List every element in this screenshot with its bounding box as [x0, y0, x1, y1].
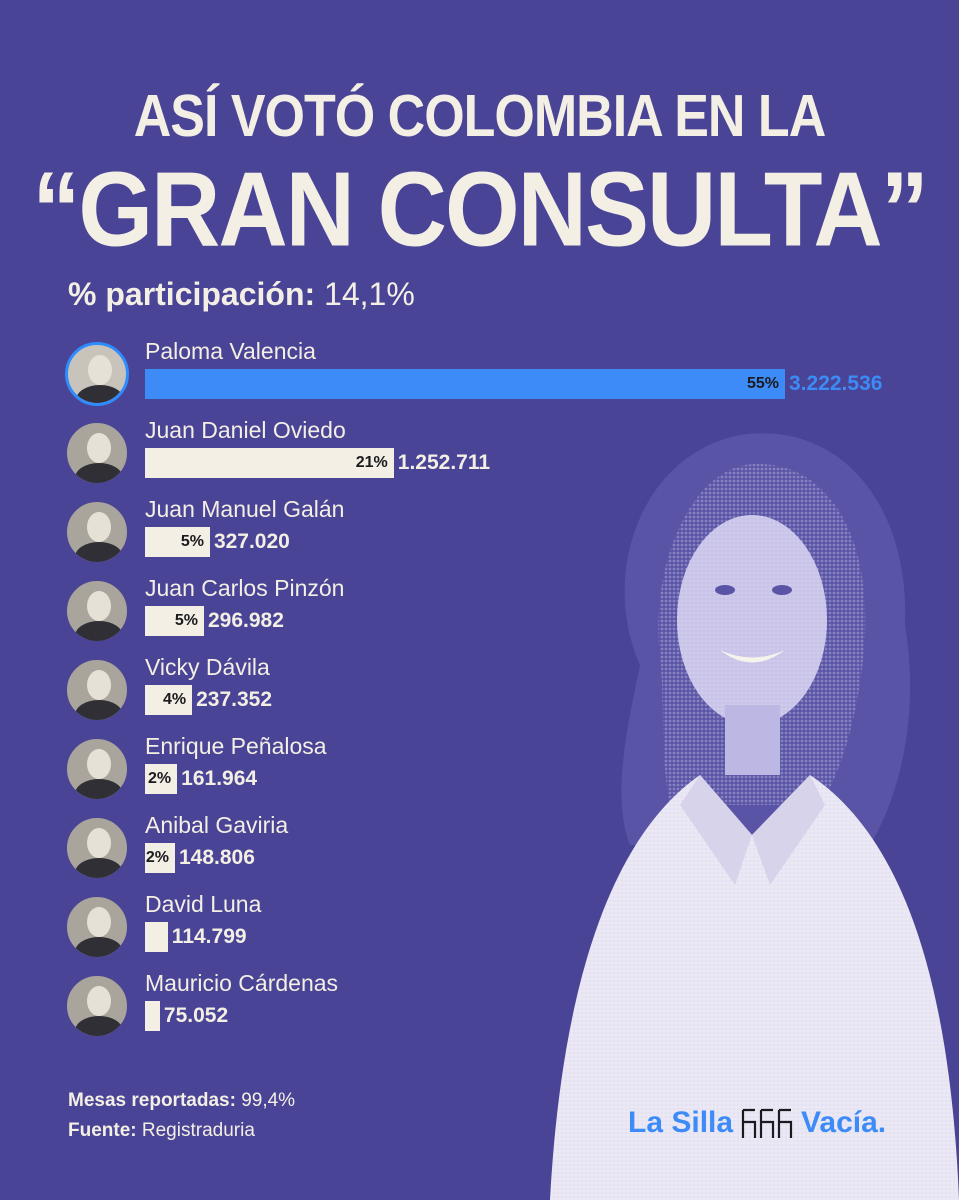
vote-count-label: 161.964: [181, 767, 258, 790]
vote-bar: [145, 843, 175, 873]
candidate-avatar: [65, 421, 129, 485]
vote-count-label: 114.799: [171, 925, 247, 948]
footer-mesas: Mesas reportadas: 99,4%: [68, 1090, 295, 1112]
candidate-avatar: [65, 895, 129, 959]
vote-bar: [145, 922, 168, 952]
avatar-head: [87, 670, 111, 700]
avatar-head: [87, 986, 111, 1016]
candidate-name: Juan Carlos Pinzón: [145, 575, 345, 601]
vote-bar: [145, 764, 178, 794]
vote-count-label: 296.982: [207, 609, 284, 632]
avatar-shoulders: [75, 1016, 123, 1036]
candidate-portrait-image: [550, 433, 959, 1200]
percent-label: 5%: [174, 612, 198, 629]
candidate-avatar: [65, 974, 129, 1038]
candidate-name: Juan Daniel Oviedo: [145, 417, 346, 443]
mesas-value: 99,4%: [241, 1090, 296, 1111]
logo-text-part1: La Silla: [628, 1106, 734, 1139]
avatar-head: [87, 512, 111, 542]
candidate-row: Juan Manuel Galán 5% 327.020: [65, 496, 925, 566]
mesas-label: Mesas reportadas:: [68, 1090, 236, 1111]
vote-count-label: 1.252.711: [397, 451, 491, 474]
source-value: Registraduria: [141, 1120, 255, 1141]
logo: La Silla Vacía.: [628, 1106, 886, 1140]
candidate-avatar: [65, 816, 129, 880]
percent-label: 5%: [180, 533, 204, 550]
avatar-head: [88, 355, 112, 385]
candidate-name: Anibal Gaviria: [145, 812, 289, 838]
candidate-avatar: [65, 500, 129, 564]
vote-bar: [145, 1001, 160, 1031]
candidate-avatar: [65, 658, 129, 722]
candidate-row: Vicky Dávila 4% 237.352: [65, 654, 925, 724]
candidate-row: Juan Carlos Pinzón 5% 296.982: [65, 575, 925, 645]
avatar-head: [87, 749, 111, 779]
avatar-shoulders: [75, 463, 123, 483]
candidate-avatar: [65, 342, 129, 406]
percent-label: 21%: [355, 454, 388, 471]
candidate-row: Enrique Peñalosa 2% 161.964: [65, 733, 925, 803]
vote-count-label: 148.806: [179, 846, 255, 869]
participation-label: % participación:: [68, 276, 316, 312]
avatar-shoulders: [75, 937, 123, 957]
candidate-name: Enrique Peñalosa: [145, 733, 327, 759]
percent-label: 4%: [163, 691, 187, 708]
footer-source: Fuente: Registraduria: [68, 1120, 255, 1142]
chairs-icon: [741, 1108, 793, 1138]
avatar-head: [87, 433, 111, 463]
candidate-name: Mauricio Cárdenas: [145, 970, 339, 996]
avatar-head: [87, 828, 111, 858]
percent-label: 55%: [746, 375, 779, 392]
title-line-2: “GRAN CONSULTA”: [32, 151, 928, 269]
logo-text-part2: Vacía.: [801, 1106, 887, 1139]
candidate-row: Mauricio Cárdenas 75.052: [65, 970, 925, 1040]
vote-bar: [145, 527, 210, 557]
candidate-name: Paloma Valencia: [145, 338, 316, 364]
candidate-name: Vicky Dávila: [145, 654, 270, 680]
candidate-avatar: [65, 737, 129, 801]
percent-label: 2%: [148, 770, 172, 787]
candidate-name: David Luna: [145, 891, 262, 917]
avatar-shoulders: [75, 700, 123, 720]
vote-bar: [145, 369, 785, 399]
avatar-shoulders: [75, 542, 123, 562]
vote-count-label: 75.052: [163, 1004, 229, 1027]
candidate-avatar: [65, 579, 129, 643]
candidate-row: David Luna 114.799: [65, 891, 925, 961]
vote-bar: [145, 606, 204, 636]
avatar-shoulders: [75, 621, 123, 641]
vote-bar: [145, 448, 394, 478]
avatar-shoulders: [76, 385, 124, 403]
vote-bar: [145, 685, 193, 715]
title-line-1: ASÍ VOTÓ COLOMBIA EN LA: [133, 83, 827, 150]
vote-count-label: 3.222.536: [789, 372, 883, 395]
percent-label: 2%: [145, 849, 169, 866]
candidate-row: Paloma Valencia 55% 3.222.536: [65, 338, 925, 408]
vote-count-label: 327.020: [213, 530, 290, 553]
vote-count-label: 237.352: [196, 688, 273, 711]
avatar-shoulders: [75, 858, 123, 878]
participation: % participación: 14,1%: [68, 276, 415, 313]
avatar-head: [87, 591, 111, 621]
avatar-head: [87, 907, 111, 937]
candidate-row: Anibal Gaviria 2% 148.806: [65, 812, 925, 882]
candidate-name: Juan Manuel Galán: [145, 496, 345, 522]
candidate-row: Juan Daniel Oviedo 21% 1.252.711: [65, 417, 925, 487]
participation-value: 14,1%: [324, 276, 415, 312]
avatar-shoulders: [75, 779, 123, 799]
source-label: Fuente:: [68, 1120, 137, 1141]
